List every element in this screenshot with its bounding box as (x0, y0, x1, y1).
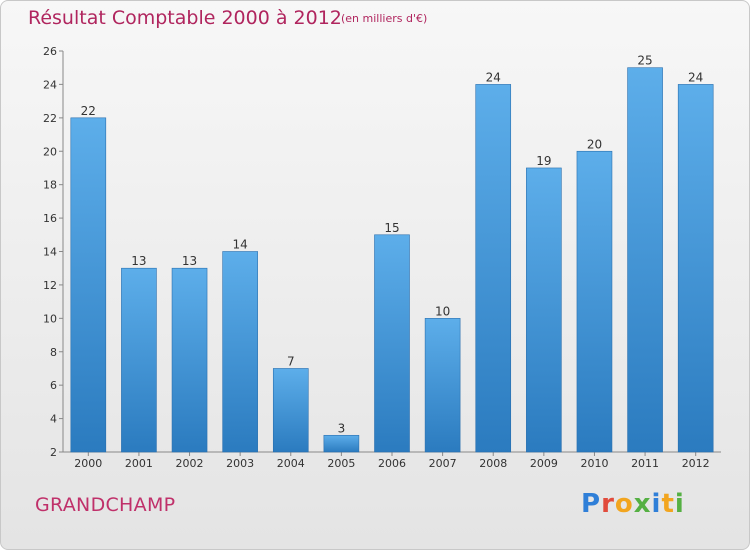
bar-2000 (70, 117, 107, 453)
x-tick-label-2005: 2005 (327, 457, 355, 470)
bar-2011 (627, 67, 663, 453)
data-label-2000: 22 (81, 104, 96, 118)
data-label-2011: 25 (637, 54, 652, 68)
bar-2004 (272, 368, 309, 453)
x-tick-label-2008: 2008 (479, 457, 507, 470)
y-tick-label: 20 (43, 145, 57, 158)
data-label-2007: 10 (435, 304, 450, 318)
bar-2002 (171, 267, 208, 453)
x-tick-label-2007: 2007 (429, 457, 457, 470)
x-tick-label-2000: 2000 (74, 457, 102, 470)
y-tick-label: 4 (50, 413, 57, 426)
data-label-2010: 20 (587, 137, 602, 151)
data-label-2001: 13 (131, 254, 146, 268)
bar-2001 (121, 267, 157, 453)
x-tick-label-2002: 2002 (176, 457, 204, 470)
y-tick-label: 8 (50, 346, 57, 359)
data-label-2005: 3 (338, 421, 346, 435)
bar-2008 (475, 84, 512, 453)
bar-2010 (576, 150, 613, 453)
bar-2003 (222, 251, 258, 453)
x-tick-label-2004: 2004 (277, 457, 305, 470)
y-tick-label: 10 (43, 312, 57, 325)
data-label-2008: 24 (486, 70, 501, 84)
bar-2012 (677, 84, 714, 453)
y-tick-label: 14 (43, 246, 57, 259)
y-tick-label: 16 (43, 212, 57, 225)
x-tick-label-2003: 2003 (226, 457, 254, 470)
x-tick-label-2009: 2009 (530, 457, 558, 470)
bar-2007 (424, 318, 461, 453)
proxiti-logo[interactable]: Proxiti (581, 489, 685, 519)
data-label-2004: 7 (287, 354, 295, 368)
bar-2005 (323, 434, 360, 453)
x-tick-label-2011: 2011 (631, 457, 659, 470)
commune-name: GRANDCHAMP (35, 494, 176, 516)
chart-subtitle: (en milliers d'€) (341, 12, 428, 25)
data-label-2003: 14 (233, 238, 248, 252)
data-label-2002: 13 (182, 254, 197, 268)
y-tick-label: 26 (43, 45, 57, 58)
y-tick-label: 12 (43, 279, 57, 292)
data-label-2012: 24 (688, 70, 703, 84)
chart-title: Résultat Comptable 2000 à 2012 (28, 7, 342, 29)
data-label-2009: 19 (536, 154, 551, 168)
y-tick-label: 18 (43, 179, 57, 192)
x-tick-label-2010: 2010 (580, 457, 608, 470)
data-label-2006: 15 (384, 221, 399, 235)
x-tick-label-2001: 2001 (125, 457, 153, 470)
y-tick-label: 24 (43, 78, 57, 91)
y-tick-label: 22 (43, 112, 57, 125)
bar-2009 (526, 167, 562, 453)
bar-2006 (374, 234, 410, 453)
x-tick-label-2006: 2006 (378, 457, 406, 470)
x-tick-label-2012: 2012 (682, 457, 710, 470)
y-tick-label: 2 (50, 446, 57, 459)
y-tick-label: 6 (50, 379, 57, 392)
